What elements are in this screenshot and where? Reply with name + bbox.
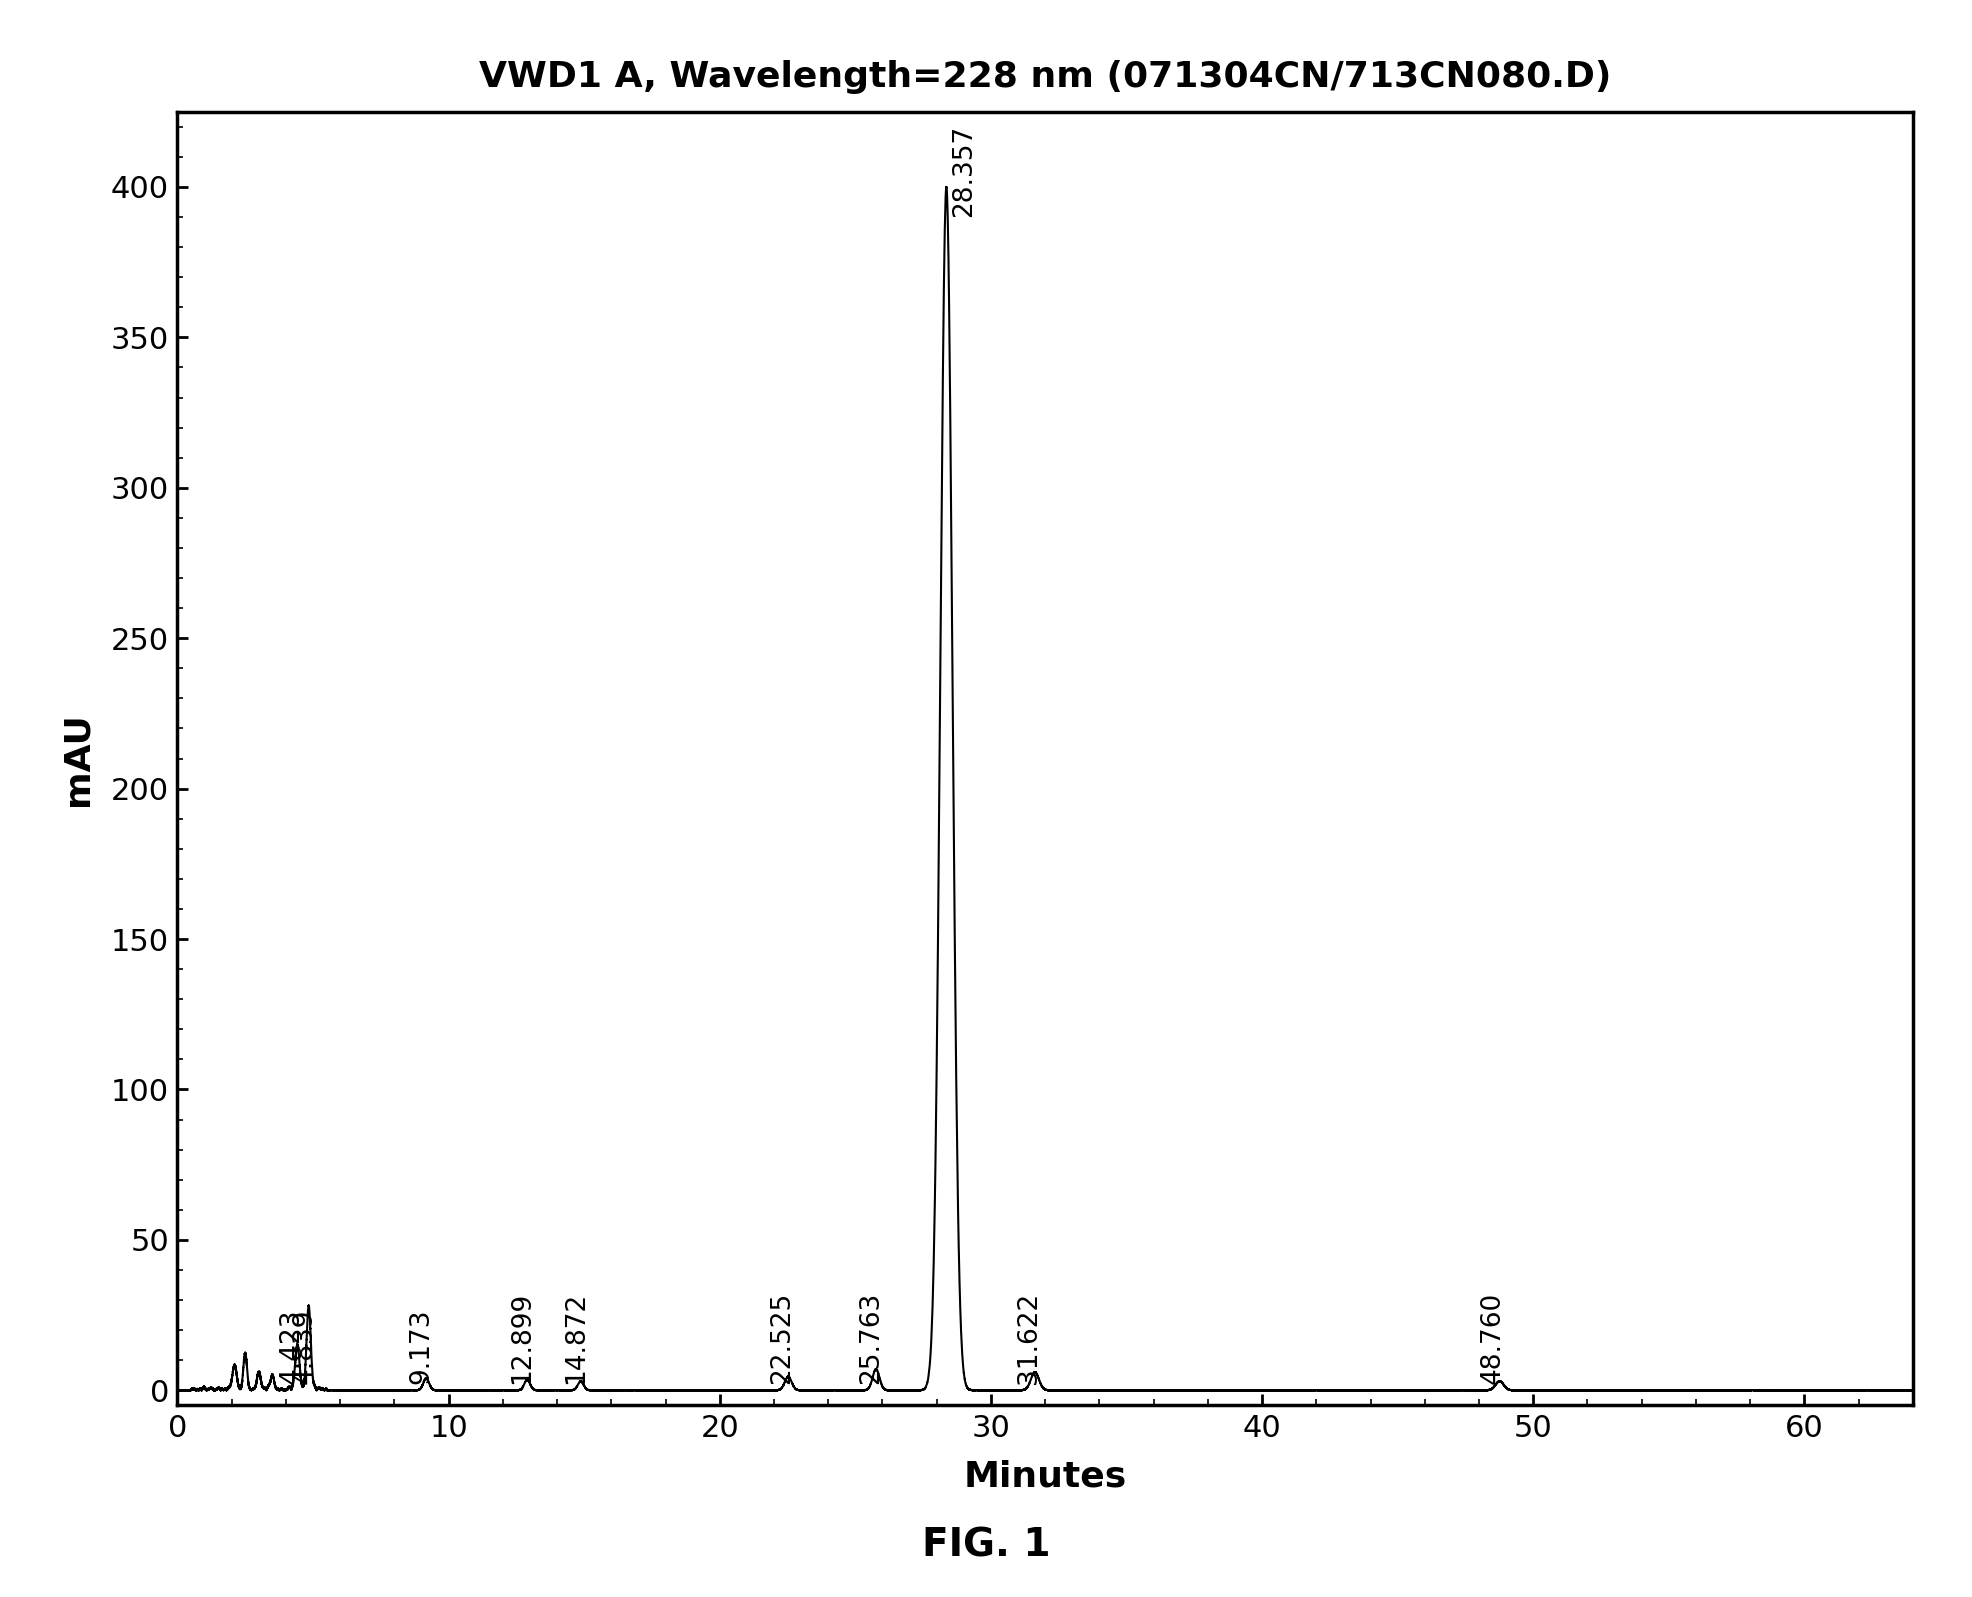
Text: 9.173: 9.173 — [408, 1310, 434, 1385]
Text: FIG. 1: FIG. 1 — [921, 1527, 1051, 1565]
Text: 31.622: 31.622 — [1016, 1292, 1041, 1385]
Text: 28.357: 28.357 — [951, 125, 976, 217]
Text: 12.899: 12.899 — [509, 1292, 534, 1385]
Text: 14.872: 14.872 — [564, 1292, 590, 1385]
Y-axis label: mAU: mAU — [61, 712, 95, 805]
Text: 48.760: 48.760 — [1479, 1292, 1505, 1385]
Text: 25.763: 25.763 — [858, 1292, 885, 1385]
Text: 4.839: 4.839 — [292, 1310, 317, 1385]
Text: 4.423: 4.423 — [278, 1310, 304, 1385]
Text: 22.525: 22.525 — [769, 1292, 795, 1385]
Title: VWD1 A, Wavelength=228 nm (071304CN/713CN080.D): VWD1 A, Wavelength=228 nm (071304CN/713C… — [479, 59, 1611, 94]
X-axis label: Minutes: Minutes — [964, 1460, 1126, 1493]
